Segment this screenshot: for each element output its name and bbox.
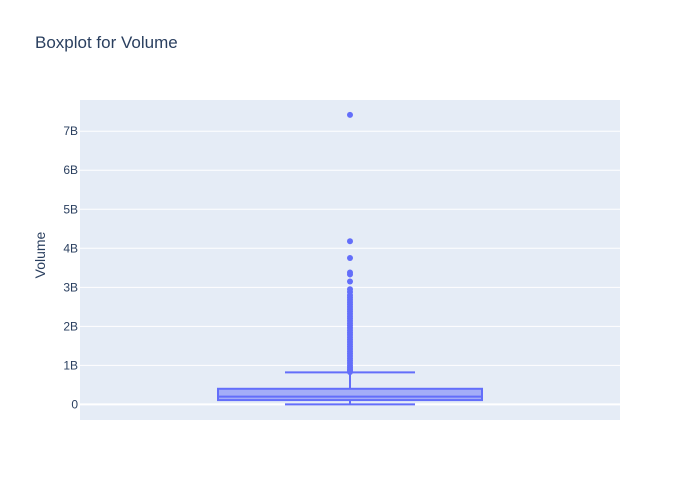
outlier-point [347,278,353,284]
interquartile-box [218,389,482,400]
y-axis-title: Volume [32,231,48,278]
outlier-point [347,369,353,375]
y-tick-label: 7B [63,124,78,138]
y-tick-label: 3B [63,280,78,294]
outlier-point [347,271,353,277]
y-tick-label: 6B [63,163,78,177]
outlier-point [347,238,353,244]
y-tick-label: 5B [63,202,78,216]
outlier-point [347,112,353,118]
y-tick-labels: 0 1B 2B 3B 4B 5B 6B 7B [63,124,78,411]
outlier-point [347,255,353,261]
y-tick-label: 2B [63,319,78,333]
y-tick-label: 4B [63,241,78,255]
y-tick-label: 1B [63,358,78,372]
y-tick-label: 0 [71,397,78,411]
